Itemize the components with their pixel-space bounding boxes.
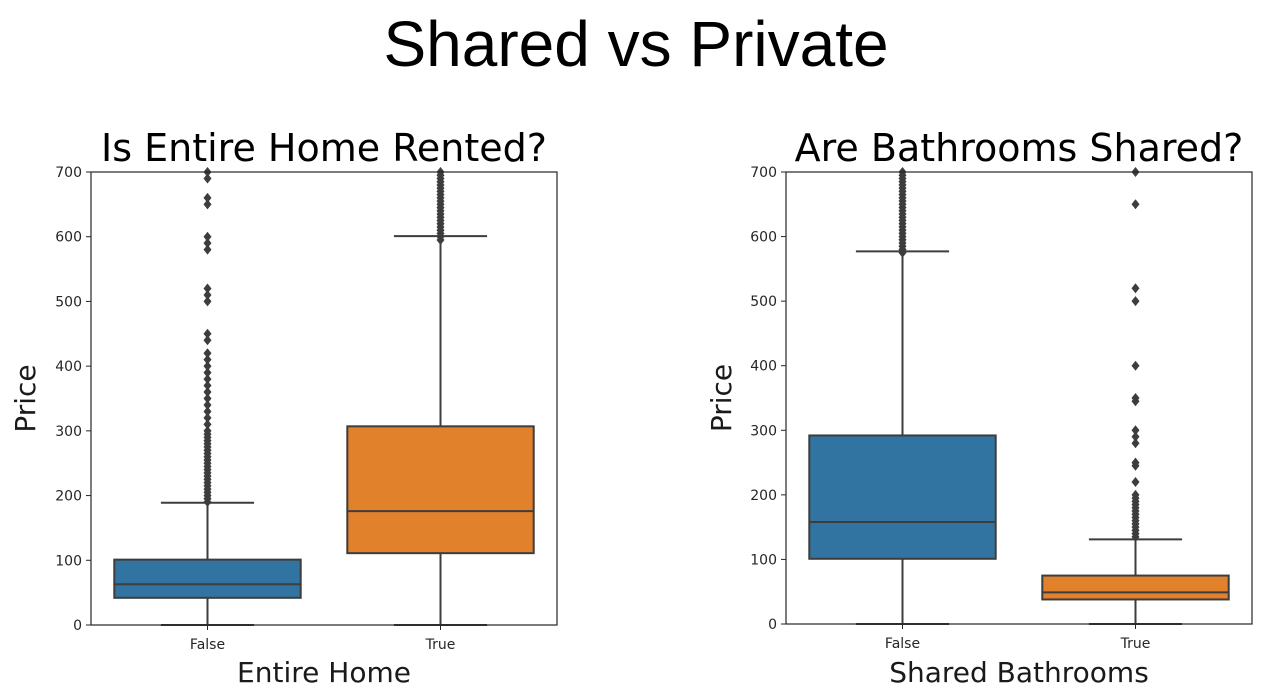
y-tick-label: 0 bbox=[73, 618, 82, 634]
outlier-point bbox=[203, 238, 212, 249]
boxes bbox=[113, 167, 535, 626]
x-tick-label: False bbox=[885, 636, 920, 652]
outlier-point bbox=[203, 412, 212, 423]
x-tick-label: True bbox=[1120, 636, 1151, 652]
x-tick-label: False bbox=[190, 637, 225, 653]
plot-frame bbox=[90, 171, 558, 626]
page-title: Shared vs Private bbox=[383, 8, 889, 80]
outlier-point bbox=[1131, 431, 1140, 442]
outlier-point bbox=[203, 231, 212, 242]
outlier-point bbox=[1131, 283, 1140, 294]
chart-title: Are Bathrooms Shared? bbox=[795, 126, 1244, 170]
y-tick-label: 100 bbox=[750, 552, 777, 568]
outlier-point bbox=[203, 348, 212, 359]
y-tick-label: 400 bbox=[750, 359, 777, 375]
x-axis-label: Shared Bathrooms bbox=[889, 656, 1149, 689]
y-tick-label: 700 bbox=[55, 165, 82, 181]
box-false bbox=[113, 167, 302, 626]
x-axis-label: Entire Home bbox=[237, 656, 411, 689]
entire-home-boxplot: Is Entire Home Rented? 0 100 200 300 400 500 60… bbox=[9, 126, 558, 689]
outlier-point bbox=[203, 328, 212, 339]
outlier-point bbox=[203, 335, 212, 346]
y-axis-label: Price bbox=[9, 364, 42, 432]
y-axis-label: Price bbox=[705, 364, 738, 432]
iqr-box bbox=[113, 558, 302, 599]
y-tick-label: 300 bbox=[55, 424, 82, 440]
shared-bathrooms-boxplot: Are Bathrooms Shared? 0 100 200 300 400 500 600… bbox=[705, 126, 1253, 689]
outlier-point bbox=[1131, 393, 1140, 403]
outlier-point bbox=[203, 380, 212, 391]
outlier-point bbox=[203, 406, 212, 417]
iqr-box bbox=[1041, 574, 1230, 601]
outlier-point bbox=[1131, 425, 1140, 436]
outlier-point bbox=[203, 374, 212, 385]
outlier-point bbox=[1131, 360, 1140, 371]
boxes bbox=[808, 167, 1230, 625]
x-tick-label: True bbox=[425, 637, 456, 653]
y-tick-label: 700 bbox=[750, 165, 777, 181]
outlier-point bbox=[1131, 457, 1140, 468]
box-true bbox=[346, 167, 535, 626]
outlier-point bbox=[1131, 296, 1140, 307]
outlier-point bbox=[203, 244, 212, 255]
outlier-point bbox=[203, 399, 212, 410]
outlier-point bbox=[203, 192, 212, 203]
outlier-point bbox=[1131, 489, 1140, 500]
y-tick-label: 500 bbox=[55, 294, 82, 310]
iqr-box bbox=[808, 434, 997, 560]
outlier-point bbox=[1131, 199, 1140, 210]
chart-title: Is Entire Home Rented? bbox=[101, 126, 547, 170]
outlier-point bbox=[203, 425, 212, 436]
outlier-point bbox=[203, 419, 212, 430]
outlier-point bbox=[203, 199, 212, 210]
y-tick-label: 200 bbox=[55, 489, 82, 505]
outlier-point bbox=[203, 296, 212, 307]
y-tick-label: 300 bbox=[750, 423, 777, 439]
box-false bbox=[808, 167, 997, 625]
plot-frame bbox=[785, 171, 1253, 625]
outlier-point bbox=[203, 361, 212, 372]
outlier-point bbox=[203, 283, 212, 294]
y-tick-label: 600 bbox=[55, 230, 82, 246]
y-tick-label: 600 bbox=[750, 230, 777, 246]
iqr-box bbox=[346, 425, 535, 555]
y-tick-label: 100 bbox=[55, 553, 82, 569]
outlier-point bbox=[203, 354, 212, 365]
outlier-point bbox=[203, 393, 212, 404]
y-tick-label: 0 bbox=[768, 617, 777, 633]
outlier-point bbox=[203, 173, 212, 184]
outlier-point bbox=[203, 387, 212, 398]
box-true bbox=[1041, 167, 1230, 625]
y-tick-label: 500 bbox=[750, 294, 777, 310]
outlier-point bbox=[1131, 476, 1140, 487]
y-tick-label: 400 bbox=[55, 359, 82, 375]
outlier-point bbox=[1131, 438, 1140, 449]
y-tick-label: 200 bbox=[750, 488, 777, 504]
outlier-point bbox=[203, 367, 212, 378]
outlier-point bbox=[203, 289, 212, 300]
